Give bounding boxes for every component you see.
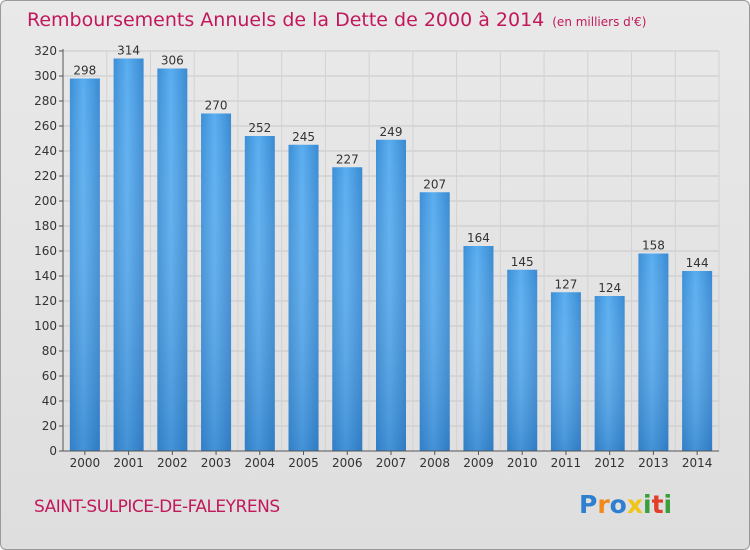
chart-title-text: Remboursements Annuels de la Dette de 20… [27,9,545,31]
data-label-2009: 164 [467,231,490,245]
data-label-2003: 270 [205,99,228,113]
x-tick-label-2002: 2002 [157,456,188,470]
x-tick-label-2012: 2012 [594,456,625,470]
data-label-2000: 298 [73,64,96,78]
data-label-2006: 227 [336,152,359,166]
x-tick-label-2010: 2010 [507,456,538,470]
data-label-2011: 127 [554,277,577,291]
chart-unit-note: (en milliers d'€) [552,15,647,29]
bar-shade-2003 [201,113,232,451]
bar-shade-2006 [332,167,363,451]
logo-letter: i [643,490,652,519]
x-tick-label-2013: 2013 [638,456,669,470]
x-tick-label-2014: 2014 [682,456,713,470]
data-label-2004: 252 [248,121,271,135]
data-label-2005: 245 [292,130,315,144]
y-tick-label: 180 [34,219,57,233]
logo-letter: r [597,490,610,519]
data-label-2014: 144 [686,256,709,270]
bar-shade-2000 [69,78,100,451]
logo-letter: i [663,490,673,519]
logo-letter: P [579,490,598,519]
data-label-2002: 306 [161,54,184,68]
x-tick-label-2009: 2009 [463,456,494,470]
y-tick-label: 140 [34,269,57,283]
bar-shade-2011 [550,292,581,451]
bar-shade-2005 [288,144,319,451]
bar-shade-2012 [594,296,625,451]
y-tick-label: 320 [34,44,57,58]
data-label-2012: 124 [598,281,621,295]
logo-letter: t [651,490,664,519]
bar-shade-2010 [507,269,538,451]
x-tick-label-2004: 2004 [245,456,276,470]
y-tick-label: 200 [34,194,57,208]
chart-title: Remboursements Annuels de la Dette de 20… [27,9,646,31]
y-tick-label: 60 [42,369,57,383]
y-tick-label: 0 [49,444,57,458]
proxiti-logo: Proxiti [579,490,672,519]
bar-shade-2004 [244,136,275,451]
y-tick-label: 280 [34,94,57,108]
y-tick-label: 220 [34,169,57,183]
y-tick-label: 80 [42,344,57,358]
bar-shade-2007 [376,139,406,451]
x-tick-label-2006: 2006 [332,456,363,470]
data-label-2013: 158 [642,239,665,253]
y-tick-label: 260 [34,119,57,133]
commune-name: SAINT-SULPICE-DE-FALEYRENS [34,497,280,517]
data-label-2010: 145 [511,255,534,269]
bar-shade-2008 [419,192,450,451]
bar-shade-2009 [463,246,494,451]
x-tick-label-2005: 2005 [288,456,319,470]
x-tick-label-2007: 2007 [376,456,407,470]
bar-shade-2013 [638,253,669,451]
logo-letter: x [626,490,643,519]
data-label-2001: 314 [117,44,140,58]
bar-shade-2014 [682,271,713,451]
y-tick-label: 40 [42,394,57,408]
bar-shade-2001 [113,58,144,451]
x-tick-label-2011: 2011 [551,456,582,470]
axes [59,49,719,455]
y-tick-label: 240 [34,144,57,158]
x-tick-label-2003: 2003 [201,456,232,470]
data-label-2008: 207 [423,177,446,191]
y-tick-label: 300 [34,69,57,83]
bars [69,58,713,451]
y-tick-label: 20 [42,419,57,433]
x-tick-label-2008: 2008 [419,456,450,470]
logo-letter: o [609,490,627,519]
y-tick-label: 160 [34,244,57,258]
data-label-2007: 249 [380,125,403,139]
y-tick-label: 120 [34,294,57,308]
x-tick-label-2000: 2000 [70,456,101,470]
bar-shade-2002 [157,68,188,451]
x-tick-label-2001: 2001 [113,456,144,470]
labels: 0 20 40 60 80 100 120 140 160 180 200 220 240 260 280 3… [34,44,712,471]
y-tick-label: 100 [34,319,57,333]
